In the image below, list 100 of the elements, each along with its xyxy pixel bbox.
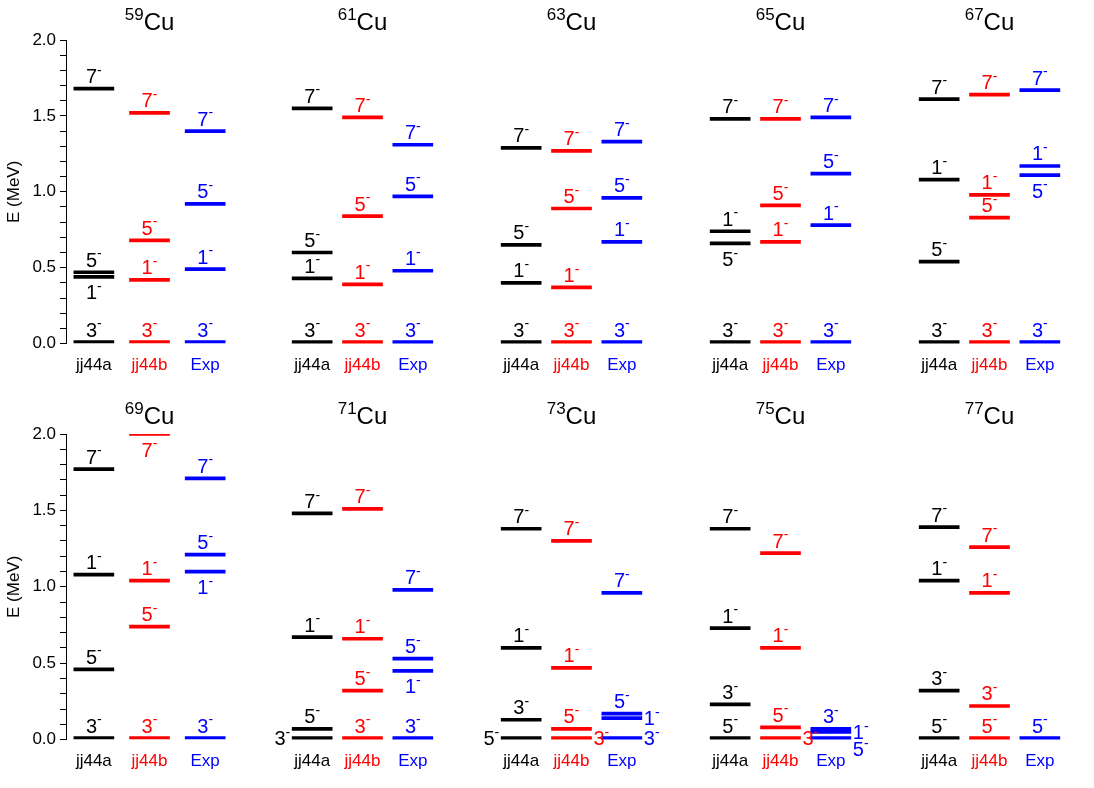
x-tick-label: jj44a — [920, 355, 958, 375]
series-label: 7- — [304, 486, 321, 512]
text: 1- — [981, 565, 998, 592]
text: 3- — [772, 315, 789, 341]
series-label: 5- — [722, 711, 739, 737]
y-tick-label: 0.0 — [32, 333, 57, 353]
text: 1- — [197, 572, 214, 599]
series-label: 5- — [354, 663, 371, 690]
text: 5- — [563, 181, 580, 207]
text: 7- — [613, 565, 630, 592]
text: 5- — [931, 234, 948, 261]
text: 5- — [141, 599, 158, 625]
x-tick-label: jj44a — [711, 355, 749, 375]
text: 5- — [613, 170, 630, 197]
x-tick-label: jj44b — [552, 355, 590, 375]
series-label: 1- — [931, 553, 948, 580]
series-label: 7- — [772, 526, 789, 552]
x-tick-label: Exp — [1025, 355, 1055, 375]
series-label: 7- — [85, 61, 103, 88]
text: 1- — [354, 611, 371, 638]
series-label: 1- — [722, 601, 739, 627]
series-label: 1- — [513, 620, 530, 647]
series-label: 5- — [85, 245, 103, 271]
text: 7- — [613, 114, 630, 141]
series-label: 1- — [772, 214, 789, 241]
text: 7- — [822, 90, 839, 116]
text: 7- — [722, 501, 739, 528]
series-label: 7- — [304, 81, 321, 107]
text: 3- — [141, 711, 158, 737]
series-label: 5- — [354, 189, 371, 215]
text: 1- — [85, 277, 102, 304]
series-label: 7- — [722, 92, 739, 118]
text: 3- — [1031, 315, 1048, 341]
series-label: 7- — [981, 67, 998, 94]
x-tick-label: jj44b — [552, 751, 590, 771]
text: 5- — [141, 213, 158, 239]
x-tick-label: jj44b — [343, 751, 381, 771]
text: 3- — [822, 701, 839, 728]
series-label: 3- — [722, 315, 739, 341]
text: 7- — [513, 501, 530, 528]
series-label: 1- — [141, 252, 158, 279]
x-tick-label: Exp — [190, 751, 220, 771]
y-tick-label: 1.0 — [32, 181, 57, 201]
text: 3- — [274, 723, 291, 750]
series-label: 3- — [931, 663, 948, 690]
text: 1- — [354, 257, 371, 283]
y-tick-label: 1.5 — [32, 105, 57, 125]
text: 5- — [722, 244, 739, 270]
x-tick-label: jj44a — [711, 751, 749, 771]
text: 5- — [822, 146, 839, 173]
x-tick-label: jj44b — [970, 751, 1008, 771]
x-tick-label: jj44b — [761, 355, 799, 375]
text: 7- — [1031, 63, 1048, 89]
y-axis-title: E (MeV) — [3, 555, 23, 618]
series-label: 3- — [931, 315, 948, 341]
text: 1- — [197, 242, 214, 268]
text: 5- — [404, 169, 421, 195]
text: 3- — [141, 315, 158, 341]
x-tick-label: jj44a — [74, 355, 113, 375]
text: 1- — [563, 260, 580, 286]
text: 7- — [404, 117, 421, 144]
x-tick-label: Exp — [816, 751, 846, 771]
text: 3- — [404, 711, 421, 737]
text: 7- — [141, 435, 158, 461]
x-tick-label: jj44a — [74, 751, 113, 771]
series-label: 3- — [85, 315, 103, 341]
text: 3- — [563, 315, 580, 341]
series-label: 5- — [513, 218, 530, 244]
text: 1- — [404, 671, 421, 698]
text: 1- — [513, 255, 530, 282]
text: 5- — [304, 701, 321, 728]
text: 7- — [141, 85, 158, 112]
x-tick-label: Exp — [816, 355, 846, 375]
text: 7- — [404, 562, 421, 589]
x-tick-label: Exp — [607, 355, 637, 375]
text: 1- — [822, 198, 839, 224]
text: 5- — [1031, 711, 1048, 737]
series-label: 3- — [354, 711, 371, 737]
text: 7- — [354, 90, 371, 116]
x-tick-label: jj44a — [920, 751, 958, 771]
x-tick-label: Exp — [1025, 751, 1055, 771]
x-tick-label: jj44b — [130, 751, 168, 771]
text: 3- — [981, 679, 998, 705]
text: 5- — [1031, 176, 1048, 202]
series-label: 3- — [513, 315, 530, 341]
y-tick-label: 0.5 — [32, 652, 57, 672]
text: 3- — [513, 692, 530, 719]
text: 5- — [981, 711, 998, 737]
series-label: 5- — [563, 701, 580, 728]
text: 1- — [772, 620, 789, 647]
x-tick-label: jj44b — [343, 355, 381, 375]
x-tick-label: jj44a — [293, 355, 331, 375]
text: 1- — [141, 553, 158, 580]
series-label: 1- — [304, 610, 321, 636]
y-tick-label: 0.0 — [32, 729, 57, 749]
series-label: 5- — [772, 178, 789, 204]
text: 3- — [197, 315, 214, 341]
x-tick-label: jj44b — [130, 355, 168, 375]
text: 7- — [981, 520, 998, 546]
y-tick-label: 1.0 — [32, 576, 57, 596]
